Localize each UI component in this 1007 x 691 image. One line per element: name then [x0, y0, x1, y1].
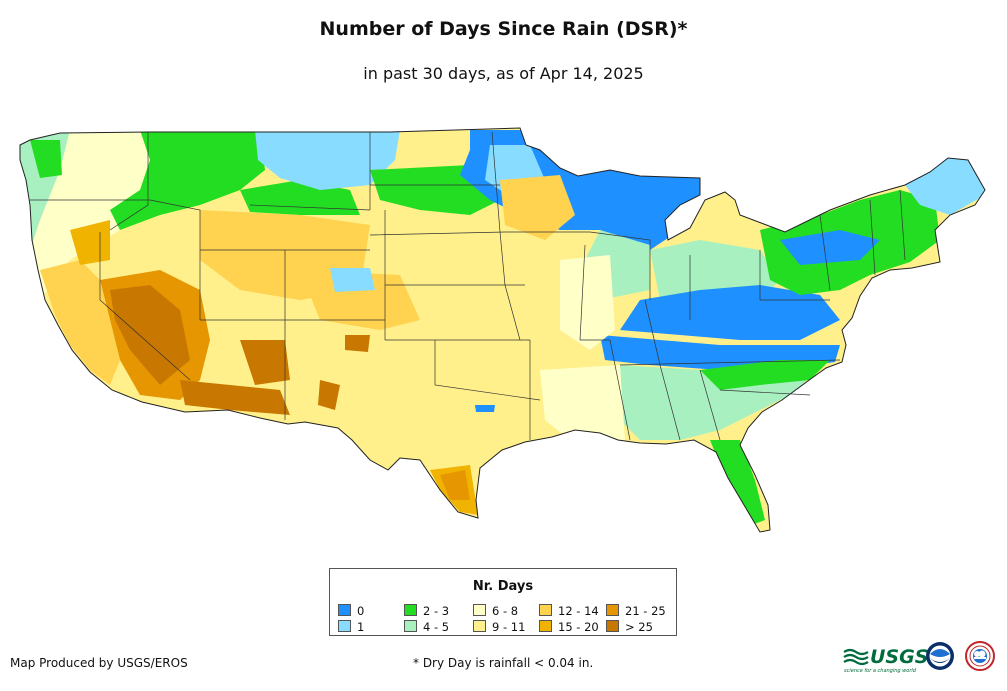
national-weather-service-icon: [965, 641, 995, 671]
legend-item-8: 21 - 25: [606, 604, 666, 618]
legend-swatch: [606, 604, 619, 616]
legend-swatch: [606, 620, 619, 632]
map-subtitle: in past 30 days, as of Apr 14, 2025: [363, 64, 644, 83]
legend-item-0: 0: [338, 604, 364, 618]
noaa-logo: [926, 642, 954, 670]
legend-swatch: [338, 604, 351, 616]
usgs-tagline: science for a changing world: [844, 668, 917, 674]
credit-text: Map Produced by USGS/EROS: [10, 656, 188, 670]
legend-label: 9 - 11: [492, 620, 526, 634]
legend-item-5: 9 - 11: [473, 620, 525, 634]
legend-item-3: 4 - 5: [404, 620, 449, 634]
legend-label: 4 - 5: [423, 620, 450, 634]
legend-item-6: 12 - 14: [539, 604, 599, 618]
legend-label: 6 - 8: [492, 604, 519, 618]
legend-label: 12 - 14: [558, 604, 599, 618]
legend-title: Nr. Days: [472, 579, 534, 594]
legend-item-1: 1: [338, 620, 364, 634]
us-dsr-map: [19, 127, 986, 533]
legend-label: 21 - 25: [625, 604, 666, 618]
legend-item-2: 2 - 3: [404, 604, 449, 618]
legend-swatch: [404, 620, 417, 632]
legend-label: 1: [357, 620, 365, 634]
legend-item-7: 15 - 20: [539, 620, 599, 634]
usgs-logo-text: USGS: [870, 646, 928, 668]
legend-swatch: [539, 620, 552, 632]
legend-label: 2 - 3: [423, 604, 450, 618]
usgs-logo: USGS science for a changing world: [843, 646, 928, 674]
legend-swatch: [473, 620, 486, 632]
legend-label: 15 - 20: [558, 620, 599, 634]
legend-item-4: 6 - 8: [473, 604, 518, 618]
map-title: Number of Days Since Rain (DSR)*: [319, 18, 688, 40]
legend-item-9: > 25: [606, 620, 653, 634]
footnote-text: * Dry Day is rainfall < 0.04 in.: [413, 656, 594, 670]
legend-swatch: [539, 604, 552, 616]
legend-swatch: [404, 604, 417, 616]
legend: Nr. Days 0 1 2 - 3 4 - 5 6 - 8 9 - 11 12…: [329, 568, 677, 636]
state-boundaries: [30, 131, 906, 441]
legend-swatch: [338, 620, 351, 632]
legend-label: 0: [357, 604, 365, 618]
agency-logos: USGS science for a changing world: [843, 641, 995, 674]
legend-label: > 25: [625, 620, 653, 634]
legend-swatch: [473, 604, 486, 616]
